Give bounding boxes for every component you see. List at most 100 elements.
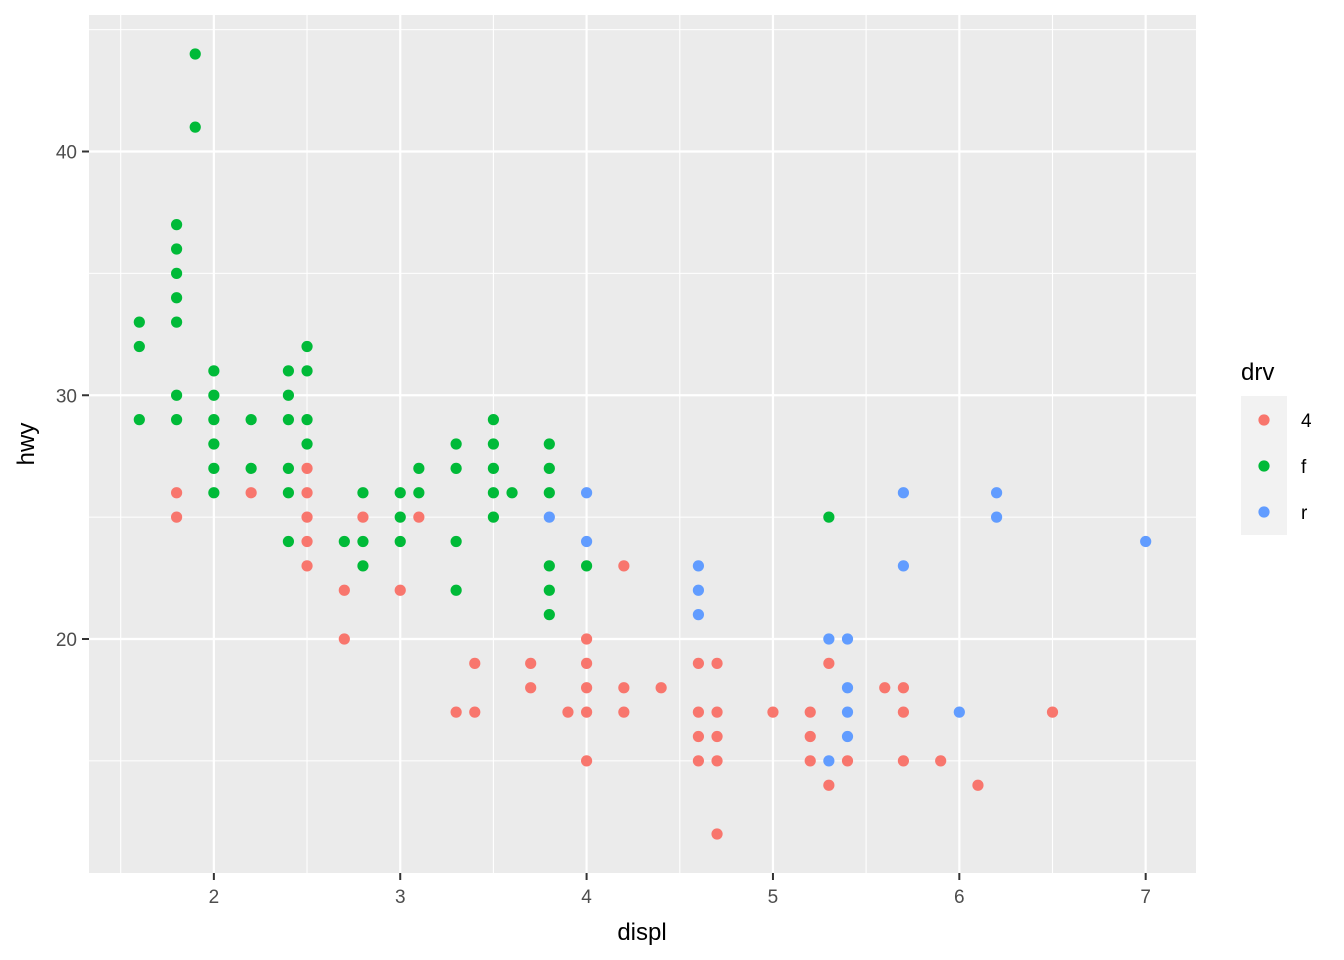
data-point [245,487,257,499]
x-tick-label: 3 [395,887,406,908]
data-point [692,706,705,718]
data-point [525,657,537,669]
data-point [580,755,593,767]
data-point [804,755,816,767]
legend-label: r [1301,503,1308,524]
data-point [301,487,313,499]
data-point [133,316,145,328]
data-point [711,657,723,669]
legend: drv 4 f r [1241,359,1312,535]
data-point [170,292,183,304]
legend-title: drv [1241,359,1274,386]
data-point [394,584,406,596]
y-axis: 20 30 40 [56,143,89,651]
data-point [170,243,183,255]
data-point [580,682,593,694]
data-point [301,438,313,450]
data-point [692,560,705,572]
data-point [897,487,910,499]
data-point [990,511,1003,523]
data-point [282,462,295,474]
data-point [618,560,630,572]
data-point [170,316,183,328]
data-point [301,365,313,377]
legend-key-point [1258,460,1270,472]
data-point [711,828,723,840]
data-point [208,487,220,499]
data-point [487,511,500,523]
data-point [618,682,630,694]
y-tick-label: 40 [56,143,77,164]
data-point [338,535,350,548]
data-point [338,633,350,645]
data-point [450,462,462,474]
data-point [394,511,406,523]
data-point [450,535,462,548]
data-point [170,389,183,401]
x-tick-label: 6 [954,887,965,908]
data-point [133,414,145,426]
data-point [450,706,462,718]
data-point [543,511,555,523]
data-point [543,560,555,572]
data-point [841,755,854,767]
data-point [580,633,593,645]
data-point [823,633,835,645]
data-point [990,487,1003,499]
data-point [525,682,537,694]
data-point [282,487,295,499]
data-point [1140,535,1152,548]
data-point [208,414,220,426]
series-r [543,487,1152,767]
data-point [841,706,854,718]
data-point [245,414,257,426]
data-point [692,584,705,596]
data-point [208,438,220,450]
data-point [208,389,220,401]
data-point [543,487,555,499]
data-points [133,48,1152,840]
data-point [823,511,835,523]
data-point [170,267,183,279]
data-point [301,511,313,523]
data-point [170,511,183,523]
x-tick-label: 4 [581,887,592,908]
data-point [543,438,555,450]
major-gridlines [89,15,1196,873]
data-point [357,560,369,572]
data-point [692,657,705,669]
data-point [170,414,183,426]
x-axis-title: displ [617,919,666,946]
data-point [394,535,406,548]
data-point [450,438,462,450]
data-point [580,657,593,669]
data-point [804,706,816,718]
data-point [301,560,313,572]
data-point [487,487,500,499]
legend-key-point [1258,506,1270,518]
data-point [841,730,854,743]
data-point [189,48,201,60]
plot-panel [89,15,1196,873]
data-point [841,682,854,694]
x-tick-label: 7 [1140,887,1151,908]
data-point [953,706,965,718]
data-point [543,462,555,474]
data-point [282,414,295,426]
x-axis: 2 3 4 5 6 7 [209,873,1151,908]
data-point [469,706,481,718]
data-point [170,219,183,231]
data-point [282,365,295,377]
data-point [580,535,593,548]
data-point [487,438,500,450]
data-point [413,487,425,499]
data-point [897,682,910,694]
data-point [879,682,891,694]
legend-label: f [1301,457,1307,478]
data-point [301,535,313,548]
data-point [618,706,630,718]
data-point [245,462,257,474]
data-point [767,706,779,718]
data-point [711,730,723,743]
